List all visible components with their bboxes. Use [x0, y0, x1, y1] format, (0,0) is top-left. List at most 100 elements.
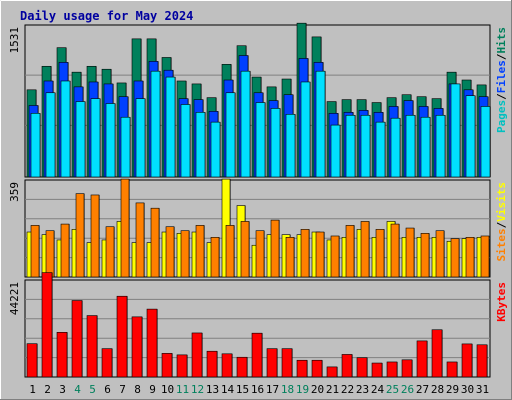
bar-kbytes-day-11 [176, 354, 188, 378]
bar-pages-day-3 [60, 80, 71, 178]
x-tick-label: 8 [134, 383, 141, 396]
panel-kbytes: 44221 KBytes [8, 272, 508, 378]
bar-pages-day-15 [240, 70, 251, 178]
bar-sites-day-2 [45, 230, 55, 278]
legend-entry: / [495, 221, 508, 228]
legend: Pages/Files/Hits [495, 27, 508, 133]
bar-pages-day-17 [270, 108, 281, 178]
bar-pages-day-23 [360, 114, 371, 178]
bar-pages-day-8 [135, 98, 146, 178]
bar-pages-day-14 [225, 92, 236, 178]
bar-sites-day-31 [480, 235, 490, 278]
bar-pages-day-28 [435, 114, 446, 178]
x-tick-label: 9 [149, 383, 156, 396]
bar-pages-day-29 [450, 83, 461, 178]
legend-entry: Files [495, 60, 508, 93]
bar-pages-day-12 [195, 112, 206, 178]
bar-kbytes-day-18 [281, 348, 293, 378]
x-tick-label: 23 [356, 383, 369, 396]
x-tick-label: 24 [371, 383, 385, 396]
x-tick-label: 19 [296, 383, 309, 396]
bar-sites-day-20 [315, 231, 325, 278]
bar-kbytes-day-12 [191, 332, 203, 378]
bar-pages-day-11 [180, 104, 191, 178]
bar-pages-day-22 [345, 114, 356, 178]
x-tick-label: 16 [251, 383, 264, 396]
bar-kbytes-day-9 [146, 308, 158, 378]
bar-kbytes-day-29 [446, 361, 458, 378]
bar-sites-day-28 [435, 230, 445, 278]
bar-sites-day-15 [240, 221, 250, 278]
bar-pages-day-26 [405, 114, 416, 178]
bar-sites-day-29 [450, 238, 460, 278]
bar-kbytes-day-22 [341, 354, 353, 378]
bar-sites-day-26 [405, 227, 415, 278]
x-tick-label: 28 [431, 383, 444, 396]
x-tick-label: 2 [44, 383, 51, 396]
legend-entry: Visits [495, 182, 508, 222]
x-tick-label: 4 [74, 383, 81, 396]
x-tick-label: 3 [59, 383, 66, 396]
chart-title: Daily usage for May 2024 [20, 9, 193, 23]
bar-sites-day-6 [105, 226, 115, 278]
x-tick-label: 21 [326, 383, 339, 396]
x-tick-label: 31 [476, 383, 489, 396]
bar-kbytes-day-17 [266, 348, 278, 378]
bar-pages-day-7 [120, 116, 131, 178]
bar-kbytes-day-23 [356, 357, 368, 378]
x-tick-label: 17 [266, 383, 279, 396]
bar-kbytes-day-31 [476, 344, 488, 378]
bar-sites-day-30 [465, 237, 475, 278]
bar-kbytes-day-1 [26, 343, 38, 378]
bar-pages-day-5 [90, 98, 101, 178]
bar-sites-day-23 [360, 221, 370, 278]
legend-entry: Hits [495, 27, 508, 54]
y-max-label: 44221 [8, 282, 21, 315]
bar-sites-day-14 [225, 225, 235, 278]
x-tick-label: 22 [341, 383, 354, 396]
y-max-label: 1531 [8, 27, 21, 54]
bar-sites-day-4 [75, 193, 85, 278]
legend-entry: / [495, 53, 508, 60]
bar-kbytes-day-7 [116, 295, 128, 378]
x-tick-label: 20 [311, 383, 324, 396]
bar-kbytes-day-4 [71, 300, 83, 378]
bar-sites-day-10 [165, 226, 175, 278]
bar-pages-day-27 [420, 116, 431, 178]
bar-pages-day-21 [330, 124, 341, 178]
bar-sites-day-5 [90, 194, 100, 278]
x-tick-label: 11 [176, 383, 189, 396]
bar-sites-day-18 [285, 237, 295, 278]
bar-pages-day-20 [315, 70, 326, 178]
bar-sites-day-17 [270, 219, 280, 278]
bar-sites-day-24 [375, 229, 385, 278]
x-axis-labels: 1 2 3 4 5 6 7 8 9 10 11 12 13 14 15 16 17 18 19 20 21 22 23 24 2… [29, 383, 489, 396]
bar-pages-day-4 [75, 101, 86, 178]
bar-kbytes-day-19 [296, 359, 308, 378]
bar-sites-day-11 [180, 230, 190, 278]
x-tick-label: 12 [191, 383, 204, 396]
bar-kbytes-day-8 [131, 316, 143, 378]
bar-kbytes-day-2 [41, 272, 53, 378]
y-max-label: 359 [8, 182, 21, 202]
bar-kbytes-day-27 [416, 340, 428, 378]
bar-pages-day-2 [45, 92, 56, 178]
bar-pages-day-6 [105, 103, 116, 178]
x-tick-label: 7 [119, 383, 126, 396]
legend-entry: Sites [495, 228, 508, 261]
legend-entry: Pages [495, 100, 508, 133]
bar-kbytes-day-25 [386, 361, 398, 378]
bar-pages-day-13 [210, 121, 221, 178]
bar-sites-day-8 [135, 202, 145, 278]
bar-sites-day-21 [330, 235, 340, 278]
bar-pages-day-31 [480, 106, 491, 178]
bar-kbytes-day-5 [86, 315, 98, 378]
bar-sites-day-22 [345, 225, 355, 278]
x-tick-label: 1 [29, 383, 36, 396]
bar-kbytes-day-10 [161, 353, 173, 378]
legend: KBytes [495, 282, 508, 322]
bar-sites-day-12 [195, 225, 205, 278]
bar-sites-day-1 [30, 225, 40, 278]
bar-kbytes-day-20 [311, 359, 323, 378]
